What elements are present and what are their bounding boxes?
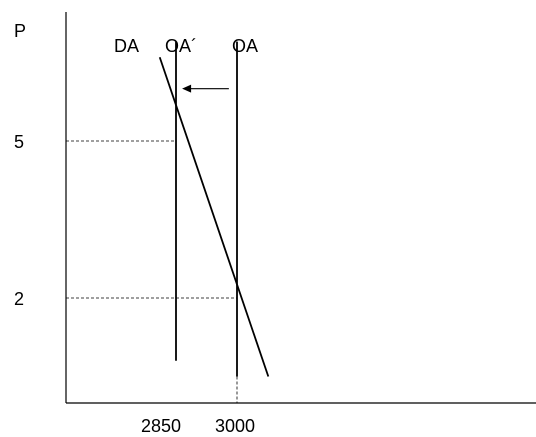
y-axis-label: P xyxy=(14,21,26,41)
annotations xyxy=(182,84,229,93)
series-label-oa: OA xyxy=(232,36,258,56)
series-label-da: DA xyxy=(114,36,139,56)
x-tick-label-3000: 3000 xyxy=(215,416,255,436)
series-line-demand-0 xyxy=(158,56,270,377)
labels: P DA OA´ OA 5 2 2850 3000 xyxy=(14,21,258,436)
y-tick-label-2: 2 xyxy=(14,289,24,309)
series-lines xyxy=(158,41,270,377)
x-tick-label-2850: 2850 xyxy=(141,416,181,436)
axes xyxy=(65,12,536,404)
shift-arrow-head xyxy=(182,84,192,93)
guide-lines xyxy=(66,140,238,403)
y-tick-label-5: 5 xyxy=(14,132,24,152)
series-label-oa-prime: OA´ xyxy=(165,36,197,56)
